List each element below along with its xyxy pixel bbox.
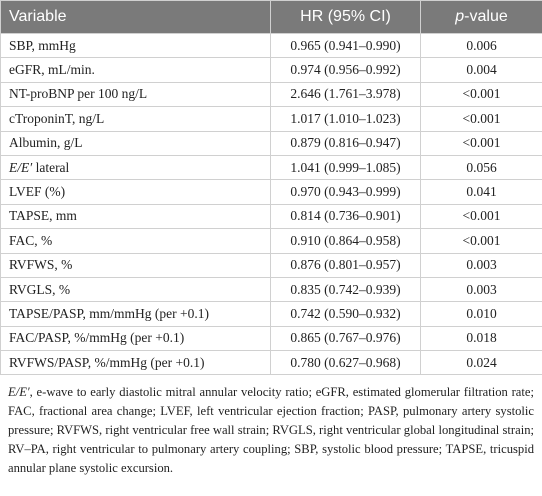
table-cell: 0.970 (0.943–0.999) <box>270 179 421 205</box>
column-header: HR (95% CI) <box>270 0 421 34</box>
table-cell: 0.004 <box>420 57 542 83</box>
table-cell: RVFWS, % <box>0 252 271 278</box>
table-cell: 0.974 (0.956–0.992) <box>270 57 421 83</box>
table-cell: 0.056 <box>420 154 542 181</box>
table-cell: 0.835 (0.742–0.939) <box>270 276 421 303</box>
table-cell: 0.018 <box>420 325 542 352</box>
table-cell: 0.780 (0.627–0.968) <box>270 350 421 376</box>
table-cell: 0.814 (0.736–0.901) <box>270 203 421 230</box>
table-row: Albumin, g/L 0.879 (0.816–0.947) <0.001 <box>0 130 542 156</box>
table-cell: 0.024 <box>420 350 542 376</box>
header-row: Variable HR (95% CI) p-value <box>0 0 542 34</box>
table-row: TAPSE/PASP, mm/mmHg (per +0.1) 0.742 (0.5… <box>0 301 542 327</box>
table-cell: 0.876 (0.801–0.957) <box>270 252 421 278</box>
table-cell: <0.001 <box>420 81 542 108</box>
table-cell: 0.965 (0.941–0.990) <box>270 32 421 59</box>
table-cell: Albumin, g/L <box>0 130 271 156</box>
table-cell: 0.003 <box>420 276 542 303</box>
table-cell: <0.001 <box>420 130 542 156</box>
footnote: E/E′, e-wave to early diastolic mitral a… <box>0 375 542 478</box>
table-row: eGFR, mL/min. 0.974 (0.956–0.992) 0.004 <box>0 57 542 83</box>
table-cell: <0.001 <box>420 228 542 254</box>
table-cell: 0.006 <box>420 32 542 59</box>
table-cell: cTroponinT, ng/L <box>0 106 271 132</box>
table-cell: NT-proBNP per 100 ng/L <box>0 81 271 108</box>
table-cell: SBP, mmHg <box>0 32 271 59</box>
table-cell: E/E′ lateral <box>0 154 271 181</box>
text-segment: lateral <box>32 159 70 175</box>
table-cell: TAPSE, mm <box>0 203 271 230</box>
table-cell: LVEF (%) <box>0 179 271 205</box>
table-cell: RVGLS, % <box>0 276 271 303</box>
italic-segment: E/E′ <box>9 159 33 175</box>
results-table: Variable HR (95% CI) p-value SBP, mmHg 0.96… <box>0 0 542 376</box>
table-row: cTroponinT, ng/L 1.017 (1.010–1.023) <0.00… <box>0 106 542 132</box>
table-body: SBP, mmHg 0.965 (0.941–0.990) 0.006 eGFR, m… <box>0 32 542 376</box>
table-cell: RVFWS/PASP, %/mmHg (per +0.1) <box>0 350 271 376</box>
text-segment: -value <box>464 8 508 25</box>
table-cell: 0.910 (0.864–0.958) <box>270 228 421 254</box>
table-cell: TAPSE/PASP, mm/mmHg (per +0.1) <box>0 301 271 327</box>
table-row: SBP, mmHg 0.965 (0.941–0.990) 0.006 <box>0 32 542 59</box>
table-row: TAPSE, mm 0.814 (0.736–0.901) <0.001 <box>0 203 542 230</box>
table-cell: eGFR, mL/min. <box>0 57 271 83</box>
table-row: FAC, % 0.910 (0.864–0.958) <0.001 <box>0 228 542 254</box>
table-cell: 0.879 (0.816–0.947) <box>270 130 421 156</box>
table-cell: 0.003 <box>420 252 542 278</box>
italic-segment: E/E′ <box>8 385 30 400</box>
table-row: RVFWS/PASP, %/mmHg (per +0.1) 0.780 (0.62… <box>0 350 542 376</box>
text-segment: , e-wave to early diastolic mitral annul… <box>8 385 534 476</box>
table-cell: 0.041 <box>420 179 542 205</box>
table-row: LVEF (%) 0.970 (0.943–0.999) 0.041 <box>0 179 542 205</box>
table-row: RVFWS, % 0.876 (0.801–0.957) 0.003 <box>0 252 542 278</box>
column-header: Variable <box>0 0 271 34</box>
table-cell: 1.041 (0.999–1.085) <box>270 154 421 181</box>
table-row: E/E′ lateral 1.041 (0.999–1.085) 0.056 <box>0 154 542 181</box>
table-row: NT-proBNP per 100 ng/L 2.646 (1.761–3.978… <box>0 81 542 108</box>
table-cell: 0.865 (0.767–0.976) <box>270 325 421 352</box>
table-cell: FAC, % <box>0 228 271 254</box>
table-row: FAC/PASP, %/mmHg (per +0.1) 0.865 (0.767–… <box>0 325 542 352</box>
table-cell: 0.742 (0.590–0.932) <box>270 301 421 327</box>
column-header: p-value <box>420 0 542 34</box>
table-cell: <0.001 <box>420 203 542 230</box>
table-cell: 0.010 <box>420 301 542 327</box>
table-cell: 2.646 (1.761–3.978) <box>270 81 421 108</box>
table-cell: FAC/PASP, %/mmHg (per +0.1) <box>0 325 271 352</box>
table-cell: <0.001 <box>420 106 542 132</box>
italic-segment: p <box>455 8 465 25</box>
table-row: RVGLS, % 0.835 (0.742–0.939) 0.003 <box>0 276 542 303</box>
table-cell: 1.017 (1.010–1.023) <box>270 106 421 132</box>
